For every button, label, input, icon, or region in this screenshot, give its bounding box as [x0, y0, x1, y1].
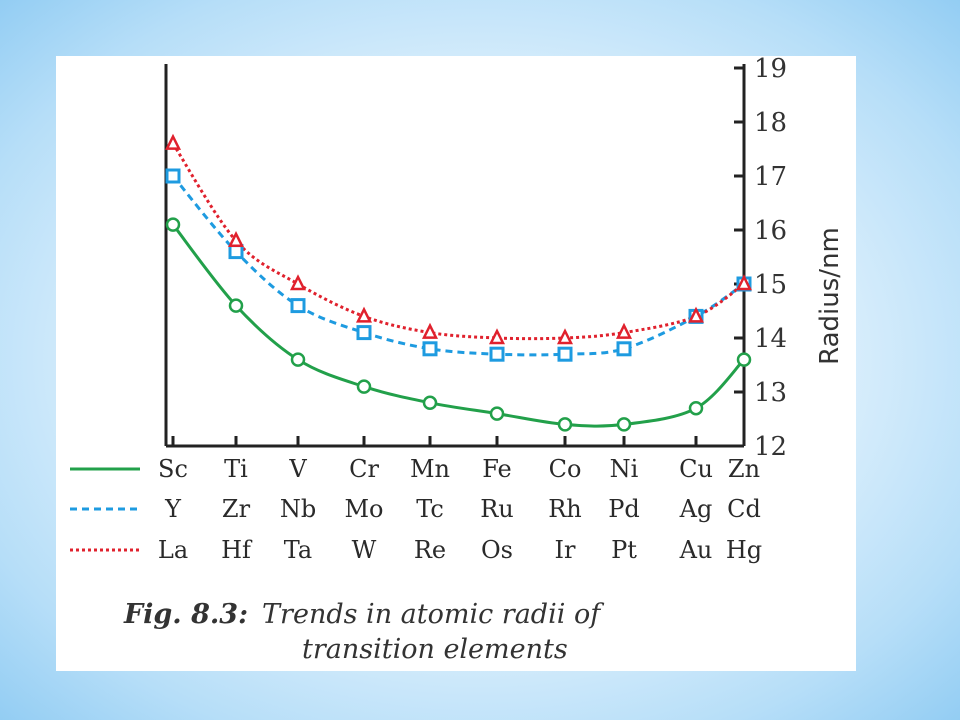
caption-text-1: Trends in atomic radii of [262, 599, 604, 630]
y-tick-label: 17 [754, 162, 787, 192]
data-point [557, 417, 573, 432]
category-label: Ti [224, 455, 248, 483]
data-point [421, 322, 439, 339]
series-line [171, 175, 745, 357]
data-point [616, 417, 632, 432]
category-label: Fe [482, 455, 512, 483]
category-label: Cr [349, 455, 379, 483]
atomic-radii-chart: 12 13 14 15 16 17 18 19 Sc Y La Ti Zr Hf V Nb Ta Cr Mo W Mn… [70, 56, 845, 665]
data-point [290, 352, 306, 367]
data-point [688, 400, 704, 416]
category-label: Ru [480, 495, 514, 523]
data-point [356, 379, 372, 394]
category-label: Zn [728, 455, 760, 483]
data-point [165, 168, 181, 184]
data-point [228, 298, 244, 313]
category-labels: Sc Y La Ti Zr Hf V Nb Ta Cr Mo W Mn Tc Re Fe Ru Os Co Rh Ir N… [158, 455, 762, 564]
y-tick-label: 19 [754, 56, 787, 84]
data-point [355, 306, 373, 323]
data-point [735, 274, 753, 291]
caption-label: Fig. 8.3: [123, 599, 248, 630]
category-label: Re [414, 536, 446, 564]
category-label: Hg [726, 536, 762, 564]
category-label: Au [679, 536, 713, 564]
data-point [227, 231, 245, 248]
category-label: W [352, 536, 377, 564]
category-label: Zr [222, 495, 251, 523]
y-axis-title: Radius/nm [815, 227, 845, 365]
y-tick-label: 14 [754, 324, 787, 354]
axes [164, 64, 746, 448]
data-point [489, 406, 505, 421]
data-point [557, 346, 573, 362]
series-line [171, 223, 746, 428]
category-label: V [288, 455, 307, 483]
data-point [164, 133, 182, 150]
data-point [736, 352, 752, 367]
category-label: Mo [344, 495, 383, 523]
data-point [616, 341, 632, 357]
category-label: Y [164, 495, 182, 523]
slide-frame: 12 13 14 15 16 17 18 19 Sc Y La Ti Zr Hf V Nb Ta Cr Mo W Mn… [56, 56, 856, 671]
caption-line-2: transition elements [302, 634, 568, 665]
data-point [290, 298, 306, 314]
category-label: Ta [284, 536, 312, 564]
data-point [422, 341, 438, 357]
data-point [687, 306, 705, 323]
series-line [171, 142, 745, 341]
data-point [488, 328, 506, 345]
category-label: La [158, 536, 188, 564]
category-label: Pt [611, 536, 637, 564]
category-label: Co [549, 455, 582, 483]
category-label: Tc [416, 495, 444, 523]
y-tick-label: 18 [754, 108, 787, 138]
category-label: Os [481, 536, 513, 564]
data-point [165, 217, 181, 232]
y-tick-labels: 12 13 14 15 16 17 18 19 [754, 56, 787, 462]
category-label: Ni [610, 455, 639, 483]
data-point [228, 244, 244, 260]
series-lines [171, 142, 746, 428]
legend [70, 467, 140, 552]
category-label: Nb [280, 495, 316, 523]
series-markers [164, 133, 753, 432]
category-label: Cd [727, 495, 761, 523]
caption-line-1: Fig. 8.3: Trends in atomic radii of [123, 599, 604, 630]
data-point [556, 328, 574, 345]
data-point [615, 322, 633, 339]
y-tick-label: 13 [754, 378, 787, 408]
category-label: Sc [158, 455, 188, 483]
category-label: Ir [555, 536, 576, 564]
data-point [356, 325, 372, 341]
category-label: Ag [679, 495, 713, 523]
category-label: Pd [608, 495, 640, 523]
y-tick-label: 15 [754, 270, 787, 300]
y-tick-label: 12 [754, 432, 787, 462]
data-point [422, 395, 438, 411]
category-label: Mn [410, 455, 450, 483]
category-label: Hf [221, 536, 253, 564]
y-tick-label: 16 [754, 216, 787, 246]
data-point [289, 274, 307, 291]
data-point [489, 346, 505, 362]
category-label: Cu [679, 455, 713, 483]
category-label: Rh [548, 495, 582, 523]
